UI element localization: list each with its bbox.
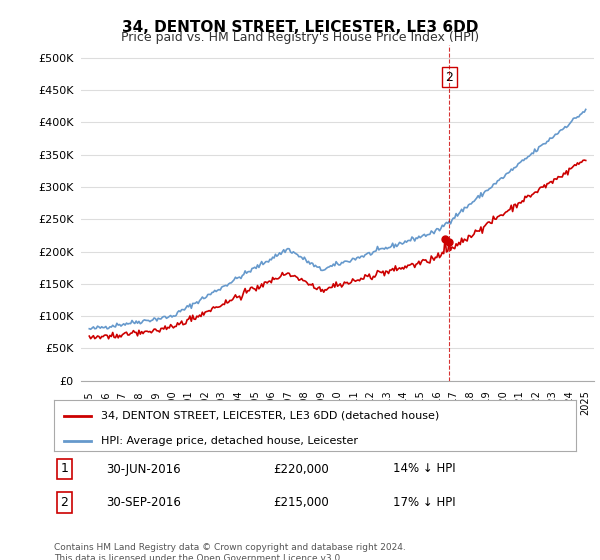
Text: £215,000: £215,000 (273, 496, 329, 509)
Text: Price paid vs. HM Land Registry's House Price Index (HPI): Price paid vs. HM Land Registry's House … (121, 31, 479, 44)
Text: 14% ↓ HPI: 14% ↓ HPI (394, 463, 456, 475)
Text: Contains HM Land Registry data © Crown copyright and database right 2024.
This d: Contains HM Land Registry data © Crown c… (54, 543, 406, 560)
Text: HPI: Average price, detached house, Leicester: HPI: Average price, detached house, Leic… (101, 436, 358, 446)
Text: 30-SEP-2016: 30-SEP-2016 (106, 496, 181, 509)
Text: 30-JUN-2016: 30-JUN-2016 (106, 463, 181, 475)
Text: 34, DENTON STREET, LEICESTER, LE3 6DD (detached house): 34, DENTON STREET, LEICESTER, LE3 6DD (d… (101, 410, 439, 421)
Text: 17% ↓ HPI: 17% ↓ HPI (394, 496, 456, 509)
Text: 34, DENTON STREET, LEICESTER, LE3 6DD: 34, DENTON STREET, LEICESTER, LE3 6DD (122, 20, 478, 35)
Text: £220,000: £220,000 (273, 463, 329, 475)
Text: 1: 1 (61, 463, 68, 475)
Text: 2: 2 (445, 71, 453, 83)
Text: 2: 2 (61, 496, 68, 509)
